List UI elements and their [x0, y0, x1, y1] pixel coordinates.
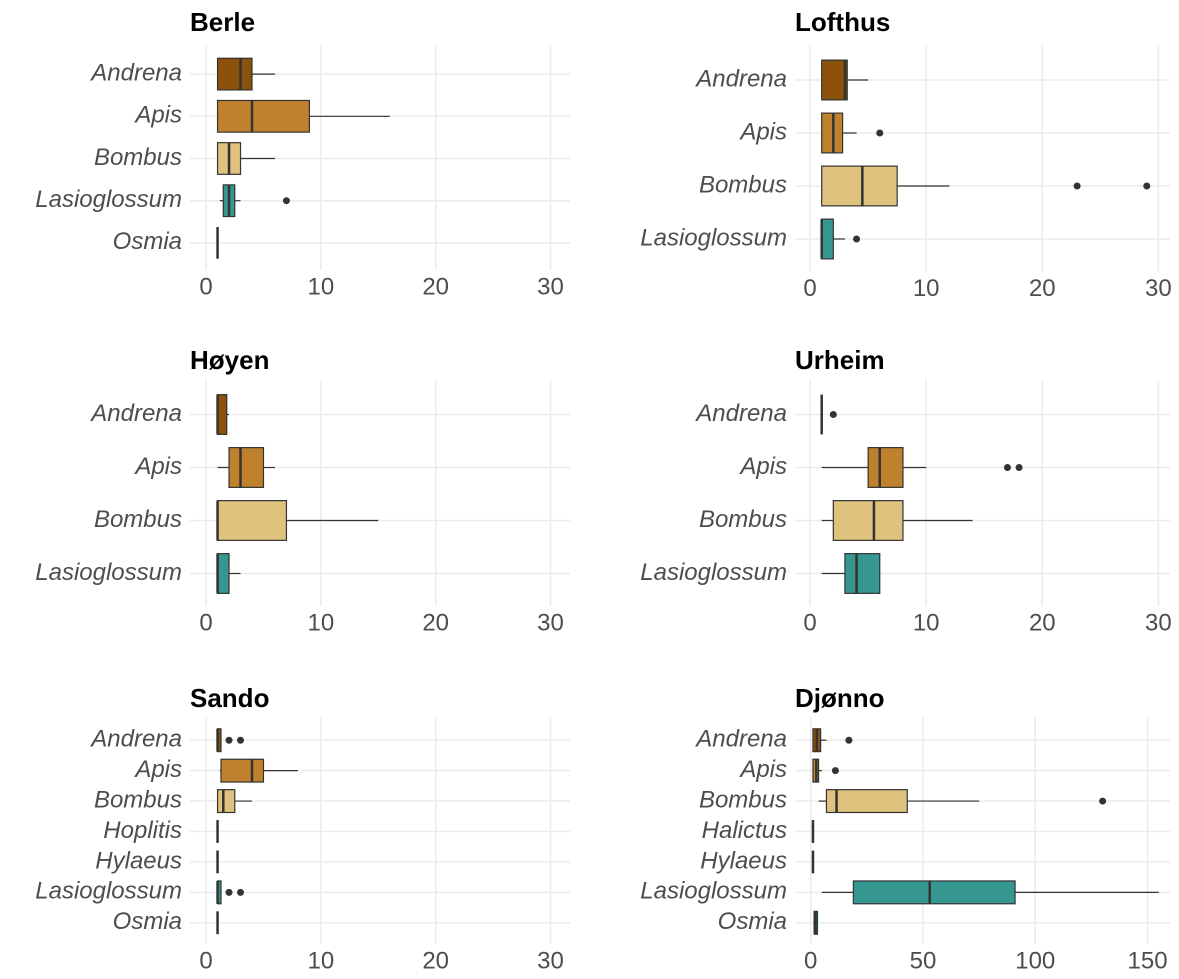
- outlier: [876, 129, 884, 137]
- x-tick-label: 10: [308, 609, 335, 636]
- category-label: Lasioglossum: [35, 186, 182, 213]
- x-tick-label: 20: [1029, 275, 1056, 302]
- box: [825, 789, 908, 814]
- x-tick-label: 20: [422, 609, 449, 636]
- box: [852, 880, 1016, 905]
- outlier: [829, 411, 837, 418]
- x-tick-label: 50: [910, 947, 937, 974]
- box: [832, 500, 904, 541]
- category-label: Andrena: [694, 65, 787, 92]
- box: [220, 758, 265, 783]
- outlier: [1015, 464, 1023, 471]
- box: [228, 447, 265, 488]
- box: [216, 57, 253, 91]
- category-label: Bombus: [94, 144, 182, 171]
- panel-title: Høyen: [190, 345, 269, 375]
- category-label: Lasioglossum: [640, 878, 787, 905]
- panel-title: Urheim: [795, 345, 885, 375]
- box: [216, 99, 310, 133]
- x-tick-label: 0: [199, 609, 212, 636]
- box: [867, 447, 904, 488]
- category-label: Andrena: [694, 400, 787, 427]
- outlier: [1003, 464, 1011, 471]
- outlier: [237, 736, 245, 744]
- category-label: Apis: [133, 102, 182, 129]
- outlier: [1073, 182, 1081, 190]
- box: [216, 394, 228, 435]
- category-label: Halictus: [702, 817, 787, 844]
- x-tick-label: 0: [804, 947, 817, 974]
- outlier: [1143, 182, 1151, 190]
- category-label: Apis: [738, 756, 787, 783]
- x-tick-label: 10: [913, 275, 940, 302]
- x-tick-label: 0: [803, 275, 816, 302]
- outlier: [225, 736, 233, 744]
- box: [216, 500, 288, 541]
- category-label: Andrena: [694, 726, 787, 753]
- category-label: Bombus: [94, 786, 182, 813]
- category-label: Bombus: [699, 506, 787, 533]
- outlier: [853, 235, 861, 243]
- x-tick-label: 10: [308, 273, 335, 300]
- box: [821, 59, 848, 101]
- x-tick-label: 30: [537, 273, 564, 300]
- outlier: [1099, 797, 1107, 805]
- category-label: Bombus: [699, 171, 787, 198]
- x-tick-label: 20: [422, 947, 449, 974]
- category-label: Apis: [738, 453, 787, 480]
- category-label: Lasioglossum: [35, 878, 182, 905]
- outlier: [225, 888, 233, 896]
- x-tick-label: 30: [1145, 609, 1172, 636]
- x-tick-label: 10: [913, 609, 940, 636]
- x-tick-label: 0: [803, 609, 816, 636]
- category-label: Hylaeus: [700, 847, 787, 874]
- x-tick-label: 20: [1029, 609, 1056, 636]
- category-label: Lasioglossum: [35, 559, 182, 586]
- panel-title: Djønno: [795, 683, 885, 713]
- panel-title: Sando: [190, 683, 269, 713]
- category-label: Bombus: [699, 786, 787, 813]
- panel-title: Berle: [190, 7, 255, 37]
- outlier: [237, 888, 245, 896]
- x-tick-label: 20: [422, 273, 449, 300]
- category-label: Apis: [738, 118, 787, 145]
- outlier: [282, 197, 290, 205]
- category-label: Andrena: [89, 400, 182, 427]
- x-tick-label: 30: [537, 947, 564, 974]
- category-label: Andrena: [89, 726, 182, 753]
- category-label: Hoplitis: [103, 817, 182, 844]
- outlier: [831, 767, 839, 775]
- category-label: Osmia: [113, 228, 182, 255]
- category-label: Bombus: [94, 506, 182, 533]
- box: [821, 218, 834, 260]
- box: [216, 789, 236, 814]
- x-tick-label: 150: [1128, 947, 1168, 974]
- category-label: Apis: [133, 756, 182, 783]
- box: [216, 553, 230, 594]
- x-tick-label: 0: [199, 947, 212, 974]
- category-label: Osmia: [718, 908, 787, 935]
- category-label: Hylaeus: [95, 847, 182, 874]
- x-tick-label: 30: [1145, 275, 1172, 302]
- category-label: Lasioglossum: [640, 559, 787, 586]
- x-tick-label: 30: [537, 609, 564, 636]
- box: [844, 553, 881, 594]
- box: [821, 165, 898, 207]
- category-label: Osmia: [113, 908, 182, 935]
- outlier: [845, 736, 853, 744]
- category-label: Lasioglossum: [640, 224, 787, 251]
- category-label: Andrena: [89, 59, 182, 86]
- panel-title: Lofthus: [795, 7, 890, 37]
- x-tick-label: 100: [1015, 947, 1055, 974]
- x-tick-label: 0: [199, 273, 212, 300]
- x-tick-label: 10: [308, 947, 335, 974]
- category-label: Apis: [133, 453, 182, 480]
